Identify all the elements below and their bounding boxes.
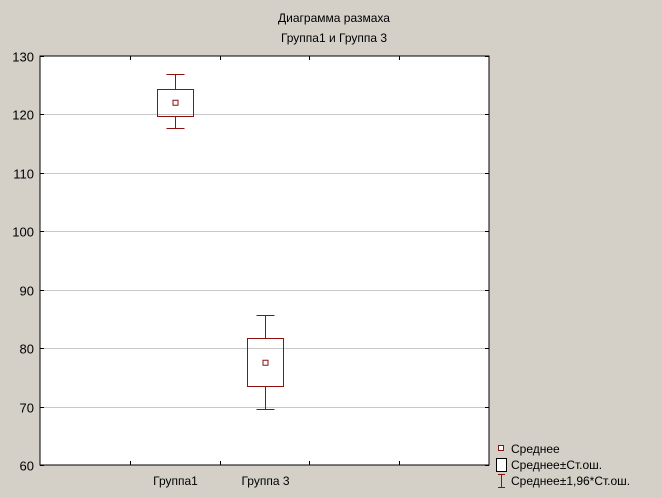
chart-title: Диаграмма размаха [278, 11, 390, 25]
y-tick-label: 60 [20, 459, 34, 474]
legend-item: Среднее±Ст.ош. [496, 458, 602, 472]
legend: Среднее Среднее±Ст.ош. Среднее±1,96*Ст.ош. [496, 442, 630, 488]
grid-lines [40, 114, 489, 408]
legend-label: Среднее±Ст.ош. [511, 458, 602, 472]
chart-subtitle: Группа1 и Группа 3 [281, 31, 387, 45]
y-tick-label: 110 [13, 167, 34, 182]
legend-label: Среднее [511, 442, 560, 456]
box-2 [247, 315, 284, 410]
mean-marker [262, 359, 269, 366]
data-marks [157, 74, 284, 410]
y-tick-label: 120 [12, 108, 34, 123]
y-tick-label: 130 [12, 50, 34, 65]
se-box [157, 89, 194, 117]
legend-item: Среднее±1,96*Ст.ош. [498, 474, 630, 488]
x-axis: Группа1 Группа 3 [130, 56, 400, 488]
se-box [247, 338, 284, 387]
y-tick-label: 80 [20, 342, 34, 357]
y-tick-label: 100 [12, 225, 34, 240]
legend-item: Среднее [498, 442, 560, 456]
plot-area [39, 55, 490, 466]
x-category-label: Группа1 [153, 474, 198, 488]
legend-box-icon [496, 458, 507, 472]
box-1 [157, 74, 194, 129]
legend-label: Среднее±1,96*Ст.ош. [511, 474, 630, 488]
y-axis: 60 70 80 90 100 110 120 130 [12, 50, 489, 474]
mean-marker [172, 99, 179, 106]
legend-mean-icon [498, 445, 504, 451]
y-tick-label: 70 [20, 401, 34, 416]
x-category-label: Группа 3 [241, 474, 289, 488]
y-tick-label: 90 [20, 284, 34, 299]
